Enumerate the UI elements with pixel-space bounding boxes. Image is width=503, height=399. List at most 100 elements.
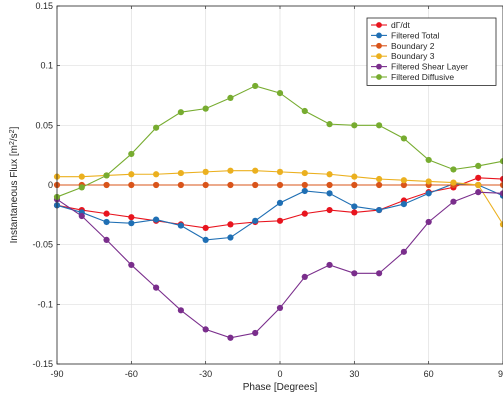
data-point <box>376 175 383 183</box>
data-point <box>326 261 333 269</box>
data-point <box>202 168 209 175</box>
data-point <box>153 284 160 291</box>
data-point <box>252 217 259 224</box>
data-point <box>499 158 503 165</box>
legend-label: Boundary 3 <box>391 51 435 61</box>
x-tick-label: 0 <box>277 369 282 379</box>
data-point <box>128 150 135 158</box>
data-point <box>227 167 234 174</box>
data-point <box>450 198 457 205</box>
tick-labels: -90 -60 -30 0 30 60 90 -0.15 -0.1 -0.05 0 0.05 0.1 0.… <box>32 1 503 379</box>
legend-box <box>366 17 497 86</box>
data-point <box>301 107 308 115</box>
data-point <box>475 162 482 170</box>
data-point <box>103 172 110 179</box>
legend-item: Filtered Diffusive <box>371 72 454 82</box>
data-point <box>326 181 333 189</box>
data-point <box>227 94 234 101</box>
data-point <box>252 82 259 90</box>
y-axis-title-exponent-2: 2 <box>9 129 16 133</box>
data-point <box>351 270 358 277</box>
data-point <box>153 171 160 178</box>
data-point <box>450 166 457 173</box>
data-point <box>252 167 259 174</box>
legend-item: Filtered Shear Layer <box>371 62 468 72</box>
data-point <box>202 181 209 189</box>
data-point <box>103 210 110 217</box>
data-point <box>227 181 234 189</box>
data-point <box>351 209 358 216</box>
data-point <box>301 181 308 189</box>
data-point <box>103 218 110 226</box>
data-point <box>227 221 234 228</box>
data-point <box>177 307 184 314</box>
data-point <box>276 168 284 175</box>
data-point <box>400 135 407 142</box>
data-point <box>177 169 184 177</box>
data-point <box>326 121 333 128</box>
data-point <box>499 175 503 183</box>
y-tick-label: -0.1 <box>37 299 53 309</box>
data-point <box>153 216 160 223</box>
data-point <box>177 181 184 189</box>
legend-item: dΓ/dt <box>371 20 410 30</box>
legend-label: dΓ/dt <box>391 20 410 30</box>
y-axis-title-mid: /s <box>9 133 20 141</box>
data-point <box>78 173 85 180</box>
legend-label: Boundary 2 <box>391 41 435 51</box>
data-point <box>326 190 333 197</box>
data-point <box>177 222 184 229</box>
data-point <box>301 169 308 177</box>
data-point <box>128 220 135 227</box>
data-point <box>475 189 482 196</box>
x-tick-label: -30 <box>199 369 212 379</box>
x-tick-label: 60 <box>424 369 434 379</box>
legend-item: Boundary 3 <box>371 51 435 61</box>
legend-marker <box>376 63 382 70</box>
data-point <box>351 203 358 210</box>
y-tick-label: 0.15 <box>35 1 53 11</box>
y-tick-label: -0.15 <box>32 359 53 369</box>
data-point <box>202 236 209 243</box>
data-point <box>252 181 259 189</box>
data-point <box>499 221 503 228</box>
data-point <box>128 181 135 189</box>
x-tick-label: 90 <box>498 369 503 379</box>
data-point <box>400 248 407 255</box>
data-point <box>252 329 259 337</box>
data-point <box>78 212 85 220</box>
data-point <box>128 171 135 178</box>
legend-label: Filtered Total <box>391 30 440 40</box>
data-point <box>376 122 383 129</box>
data-point <box>78 184 85 191</box>
y-tick-label: 0 <box>48 180 53 190</box>
series-5 <box>53 82 503 201</box>
data-point <box>351 173 358 180</box>
data-point <box>425 190 432 197</box>
data-point <box>301 210 308 217</box>
data-point <box>128 261 135 269</box>
legend-item: Boundary 2 <box>371 41 435 51</box>
data-point <box>326 171 333 178</box>
data-point <box>400 177 407 184</box>
data-point <box>376 270 383 277</box>
data-point <box>425 218 432 226</box>
legend-marker <box>376 22 382 28</box>
data-point <box>227 334 234 341</box>
data-point <box>276 199 284 206</box>
y-tick-label: 0.05 <box>35 120 53 130</box>
data-point <box>400 181 407 189</box>
legend-label: Filtered Shear Layer <box>391 62 468 72</box>
x-tick-label: 30 <box>349 369 359 379</box>
data-point <box>202 105 209 112</box>
data-point <box>499 190 503 197</box>
data-point <box>128 214 135 221</box>
data-point <box>376 206 383 214</box>
data-point <box>425 156 432 164</box>
data-point <box>103 181 110 189</box>
legend-marker <box>376 74 382 80</box>
data-point <box>276 90 284 97</box>
data-point <box>153 181 160 189</box>
